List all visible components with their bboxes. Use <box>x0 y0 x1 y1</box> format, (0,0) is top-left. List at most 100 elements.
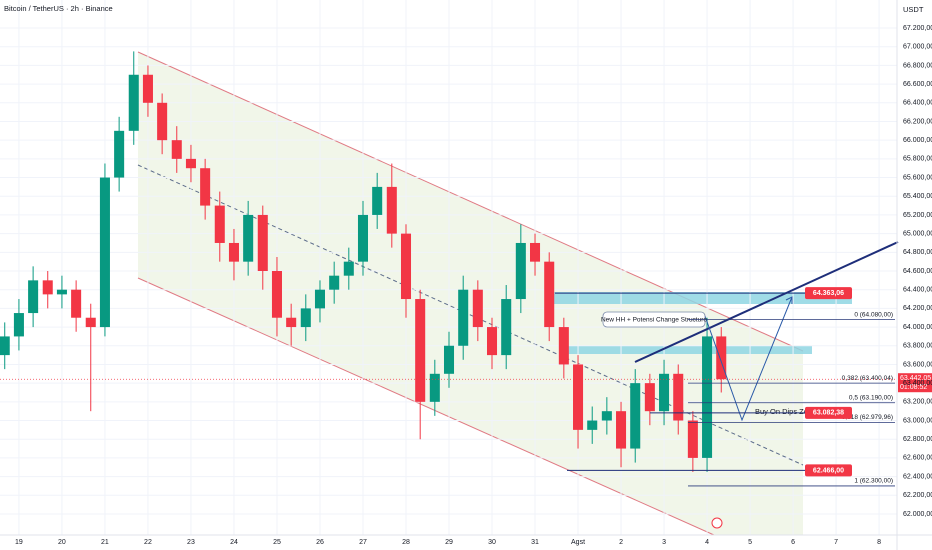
candle-body <box>114 130 125 178</box>
x-tick-label: 2 <box>619 539 623 546</box>
candle-body <box>271 271 282 318</box>
candle-body <box>530 242 541 262</box>
fib-label: 0,618 (62.979,96) <box>842 414 893 421</box>
x-tick-label: 26 <box>316 539 324 546</box>
candle-body <box>673 373 684 421</box>
candle-body <box>458 289 469 346</box>
candle-body <box>486 327 498 356</box>
candle-body <box>400 233 412 300</box>
candle-body <box>573 364 584 430</box>
y-tick-label: 64.000,00 <box>903 324 932 331</box>
annotation: Buy On Dips Zone <box>755 407 816 416</box>
x-tick-label: Agst <box>571 539 585 546</box>
current-price-badge <box>898 373 932 393</box>
fib-label: 0,5 (63.190,00) <box>849 394 893 401</box>
candle-body <box>415 299 426 402</box>
price-badge <box>805 287 852 300</box>
price-badge-label: 64.363,06 <box>813 290 844 297</box>
candle-body <box>472 289 483 328</box>
y-tick-label: 66.400,00 <box>903 100 932 107</box>
candle-body <box>99 177 110 328</box>
candle-body <box>42 280 53 295</box>
candle-body <box>659 373 670 412</box>
y-tick-label: 63.200,00 <box>903 399 932 406</box>
x-tick-label: 31 <box>531 539 539 546</box>
candle-body <box>257 214 268 272</box>
candles <box>0 51 727 472</box>
y-tick-label: 63.000,00 <box>903 417 932 424</box>
x-tick-label: 6 <box>791 539 795 546</box>
axes: 62.000,00 62.200,00 62.400,00 62.600,00 62.8… <box>15 25 932 546</box>
currency: USDT <box>903 5 924 14</box>
candle-body <box>300 308 311 328</box>
x-tick-label: 20 <box>58 539 66 546</box>
x-tick-label: 4 <box>705 539 709 546</box>
y-tick-label: 62.400,00 <box>903 473 932 480</box>
chart-title: Bitcoin / TetherUS · 2h · Binance <box>4 4 113 13</box>
candle-body <box>142 74 153 103</box>
x-tick-label: 22 <box>144 539 152 546</box>
candle-body <box>314 289 325 309</box>
annotation: New HH + Potensi Change Structure <box>601 317 707 324</box>
candle-body <box>429 373 440 402</box>
candle-body <box>616 411 627 449</box>
path-arrow <box>704 296 793 422</box>
x-tick-label: 30 <box>488 539 496 546</box>
y-tick-label: 66.600,00 <box>903 81 932 88</box>
y-tick-label: 65.800,00 <box>903 156 932 163</box>
candle-body <box>200 168 211 206</box>
y-tick-label: 65.400,00 <box>903 193 932 200</box>
y-tick-label: 65.200,00 <box>903 212 932 219</box>
overlays: New HH + Potensi Change Structure Buy On… <box>601 241 899 529</box>
candle-body <box>357 214 369 262</box>
x-tick-label: 28 <box>402 539 410 546</box>
x-tick-label: 24 <box>230 539 238 546</box>
y-tick-label: 66.200,00 <box>903 118 932 125</box>
y-tick-label: 65.000,00 <box>903 230 932 237</box>
candle-body <box>702 336 713 458</box>
candle-body <box>630 383 641 449</box>
price-badge-label: 62.466,00 <box>813 467 844 474</box>
y-tick-label: 66.000,00 <box>903 137 932 144</box>
current-price-label: 63.442,05 <box>900 375 931 382</box>
price-badge-label: 63.082,38 <box>813 410 844 417</box>
x-tick-label: 23 <box>187 539 195 546</box>
candle-body <box>214 205 225 243</box>
y-tick-label: 64.400,00 <box>903 287 932 294</box>
y-tick-label: 63.800,00 <box>903 343 932 350</box>
candle-body <box>128 74 139 131</box>
levels: 0 (64.080,00) 0,382 (63.400,04) 0,5 (63.19… <box>0 287 932 487</box>
candle-body <box>171 140 182 159</box>
y-tick-label: 62.600,00 <box>903 455 932 462</box>
candle-body <box>56 289 67 295</box>
candle-body <box>501 299 512 356</box>
zone-upper <box>547 292 852 304</box>
candle-body <box>0 336 10 356</box>
candle-body <box>644 383 655 412</box>
fib-label: 0,382 (63.400,04) <box>842 375 893 382</box>
candle-body <box>386 186 397 234</box>
candle-body <box>71 289 82 318</box>
y-tick-label: 67.200,00 <box>903 25 932 32</box>
y-tick-label: 62.800,00 <box>903 436 932 443</box>
x-tick-label: 19 <box>15 539 23 546</box>
y-tick-label: 67.000,00 <box>903 44 932 51</box>
candle-body <box>28 280 39 314</box>
y-tick-label: 64.800,00 <box>903 249 932 256</box>
candle-body <box>329 275 340 290</box>
arrow-head <box>785 296 793 304</box>
candle-body <box>515 242 526 300</box>
candle-body <box>587 420 598 430</box>
x-tick-label: 5 <box>748 539 752 546</box>
y-tick-label: 64.600,00 <box>903 268 932 275</box>
x-tick-label: 8 <box>877 539 881 546</box>
y-tick-label: 63.400,00 <box>903 380 932 387</box>
y-tick-label: 65.600,00 <box>903 174 932 181</box>
candle-body <box>601 411 612 421</box>
y-tick-label: 62.000,00 <box>903 511 932 518</box>
candle-body <box>443 345 455 374</box>
candle-body <box>228 242 239 262</box>
fib-label: 0 (64.080,00) <box>854 311 893 318</box>
candle-body <box>372 186 383 215</box>
